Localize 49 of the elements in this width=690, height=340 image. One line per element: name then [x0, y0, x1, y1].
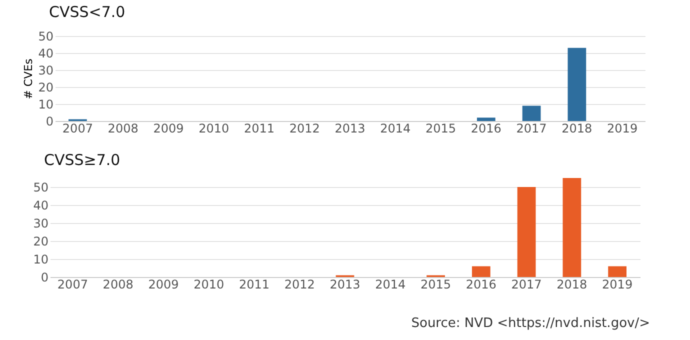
- y-tick-label: 10: [38, 98, 54, 112]
- x-tick-label: 2017: [516, 122, 547, 136]
- x-tick-label: 2008: [108, 122, 138, 136]
- x-tick-label: 2015: [420, 278, 452, 292]
- x-tick-label: 2016: [466, 278, 496, 292]
- x-tick-label: 2009: [153, 122, 184, 136]
- y-tick-label: 40: [33, 198, 48, 212]
- y-tick-label: 0: [46, 114, 54, 128]
- y-tick-label: 20: [33, 234, 48, 248]
- x-tick-label: 2017: [511, 278, 542, 292]
- x-tick-label: 2007: [57, 278, 88, 292]
- bar: [608, 266, 626, 277]
- y-tick-label: 50: [38, 30, 54, 44]
- x-tick-label: 2010: [198, 122, 230, 136]
- source-note: Source: NVD <https://nvd.nist.gov/>: [411, 316, 650, 331]
- x-tick-label: 2011: [238, 278, 270, 292]
- y-axis-title: # CVEs: [22, 58, 36, 100]
- y-tick-label: 20: [38, 80, 54, 94]
- x-tick-label: 2007: [62, 122, 93, 136]
- y-tick-label: 0: [40, 270, 48, 284]
- x-tick-label: 2008: [102, 278, 134, 292]
- bar: [562, 178, 582, 277]
- y-tick-label: 10: [33, 252, 48, 266]
- x-tick-label: 2018: [556, 278, 588, 292]
- bar: [568, 48, 586, 121]
- bar: [522, 106, 541, 121]
- x-tick-label: 2014: [375, 278, 406, 292]
- x-tick-label: 2013: [330, 278, 360, 292]
- bar: [472, 266, 490, 277]
- x-tick-label: 2012: [289, 122, 320, 136]
- y-tick-label: 30: [33, 216, 48, 230]
- x-tick-label: 2015: [425, 122, 456, 136]
- x-tick-label: 2019: [607, 122, 638, 136]
- y-tick-label: 30: [38, 64, 54, 78]
- y-tick-label: 50: [33, 180, 48, 194]
- x-tick-label: 2019: [602, 278, 633, 292]
- bar: [476, 118, 496, 121]
- x-tick-label: 2012: [284, 278, 315, 292]
- y-tick-label: 40: [38, 46, 54, 60]
- x-tick-label: 2011: [244, 122, 275, 136]
- x-tick-label: 2016: [470, 122, 502, 136]
- x-tick-label: 2009: [148, 278, 179, 292]
- x-tick-label: 2018: [562, 122, 592, 136]
- x-tick-label: 2013: [334, 122, 366, 136]
- chart-title: CVSS<7.0: [49, 3, 126, 21]
- chart-title: CVSS≥7.0: [44, 151, 120, 169]
- bar: [517, 187, 536, 277]
- x-tick-label: 2014: [380, 122, 411, 136]
- x-tick-label: 2010: [194, 278, 224, 292]
